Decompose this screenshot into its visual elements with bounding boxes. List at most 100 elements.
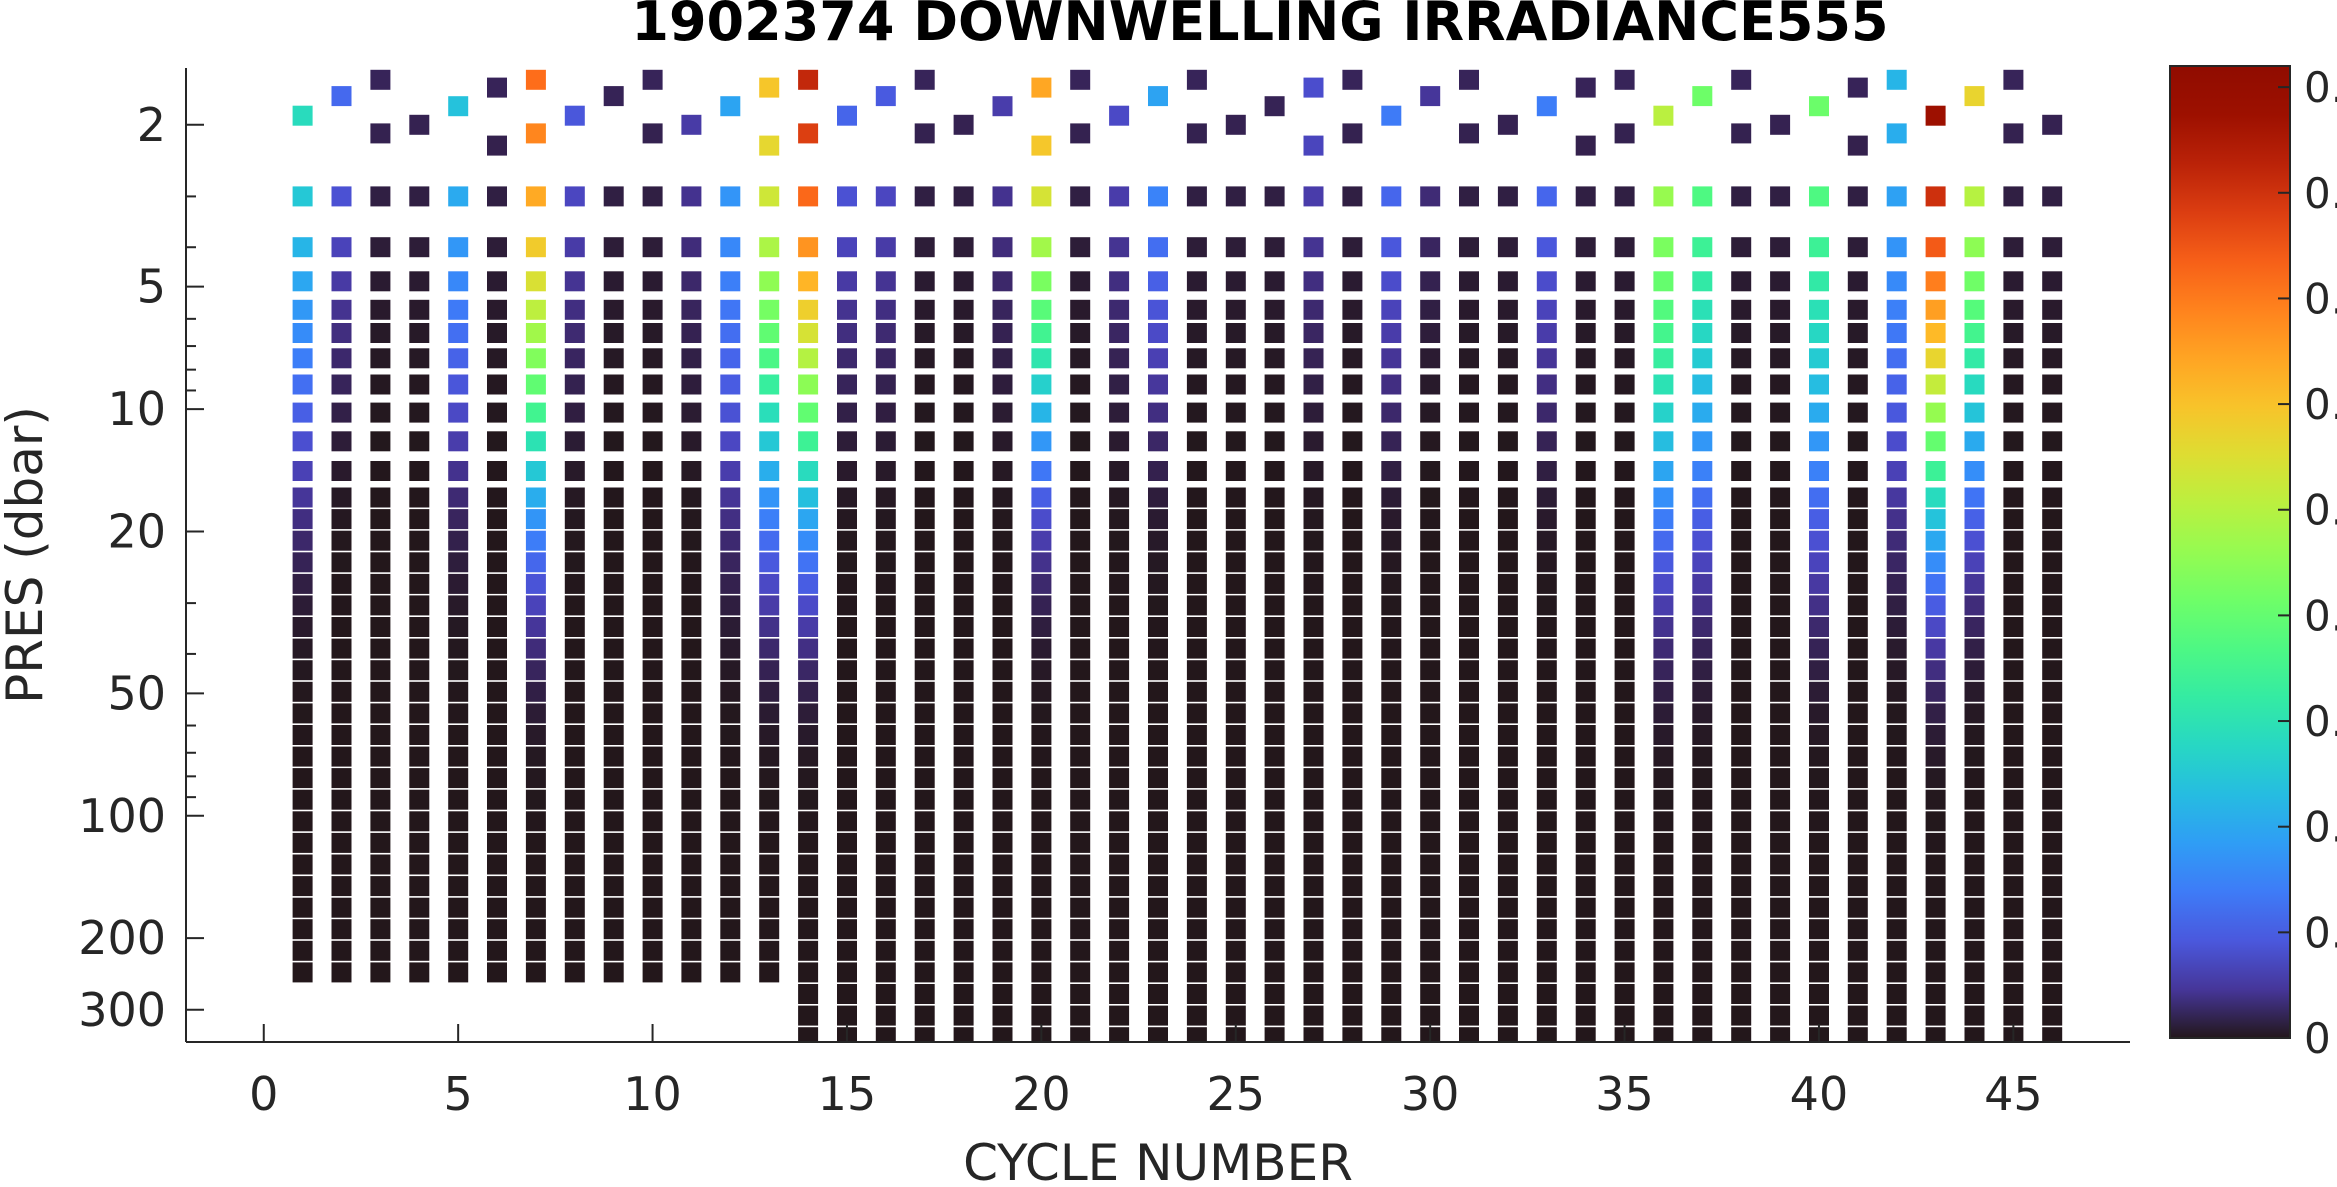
data-point xyxy=(1692,854,1713,875)
data-point xyxy=(953,962,974,983)
data-point xyxy=(1614,638,1635,659)
data-point xyxy=(720,374,741,395)
data-point xyxy=(2042,703,2063,724)
data-point xyxy=(1809,638,1829,659)
data-point xyxy=(1536,348,1557,369)
data-point xyxy=(1614,789,1635,810)
data-point xyxy=(1653,854,1674,875)
data-point xyxy=(525,725,546,745)
data-point xyxy=(1692,348,1713,369)
data-point xyxy=(1536,487,1557,508)
data-point xyxy=(1964,681,1985,702)
data-point xyxy=(1264,530,1285,551)
data-point xyxy=(1420,402,1441,423)
data-point xyxy=(1186,237,1207,258)
data-point xyxy=(992,962,1013,983)
data-point xyxy=(875,487,896,508)
data-point xyxy=(1731,402,1752,423)
data-point xyxy=(992,323,1013,343)
data-point xyxy=(1497,768,1518,789)
data-point xyxy=(1381,876,1402,897)
data-point xyxy=(564,487,585,508)
data-point xyxy=(642,69,663,90)
data-point xyxy=(409,681,430,702)
data-point xyxy=(992,530,1013,551)
data-point xyxy=(448,487,469,508)
data-point xyxy=(1575,237,1596,258)
data-point xyxy=(1731,530,1752,551)
data-point xyxy=(1264,768,1285,789)
data-point xyxy=(1342,681,1363,702)
data-point xyxy=(1381,402,1402,423)
colorbar-tick-label: 0.9 xyxy=(2304,63,2337,112)
data-point xyxy=(1653,962,1674,983)
data-point xyxy=(1225,746,1246,767)
data-point xyxy=(1381,681,1402,702)
data-point xyxy=(681,854,702,875)
data-point xyxy=(292,638,313,659)
data-point xyxy=(914,323,935,343)
data-point xyxy=(1420,552,1441,573)
data-point xyxy=(1342,595,1363,616)
data-point xyxy=(875,461,896,481)
data-point xyxy=(525,348,546,369)
data-point xyxy=(1109,746,1130,767)
data-point xyxy=(1148,962,1168,983)
data-point xyxy=(1225,617,1246,637)
data-point xyxy=(837,1005,857,1026)
data-point xyxy=(370,595,391,616)
data-point xyxy=(1031,402,1052,423)
data-point xyxy=(914,940,935,961)
data-point xyxy=(1225,962,1246,983)
data-point xyxy=(1847,725,1868,745)
data-point xyxy=(1148,374,1168,395)
data-point xyxy=(525,854,546,875)
data-point xyxy=(1342,1049,1362,1069)
data-point xyxy=(1692,595,1713,616)
data-point xyxy=(1031,1049,1051,1069)
data-point xyxy=(1031,617,1052,637)
data-point xyxy=(331,509,352,530)
data-point xyxy=(1614,1005,1635,1026)
data-point xyxy=(1381,617,1402,637)
data-point xyxy=(1303,1005,1324,1026)
data-point xyxy=(1809,530,1829,551)
data-point xyxy=(875,431,896,452)
data-point xyxy=(525,789,546,810)
data-point xyxy=(564,552,585,573)
data-point xyxy=(1459,789,1479,810)
data-point xyxy=(1303,595,1324,616)
data-point xyxy=(953,876,974,897)
data-point xyxy=(1536,237,1557,258)
data-point xyxy=(1886,638,1907,659)
data-point xyxy=(953,431,974,452)
data-point xyxy=(1886,323,1907,343)
data-point xyxy=(681,487,702,508)
data-point xyxy=(409,811,430,832)
data-point xyxy=(409,487,430,508)
data-point xyxy=(992,271,1013,292)
data-point xyxy=(409,897,430,918)
data-point xyxy=(798,919,819,940)
data-point xyxy=(1381,919,1402,940)
data-point xyxy=(487,703,507,724)
x-tick-label: 5 xyxy=(444,1067,473,1121)
data-point xyxy=(564,660,585,681)
data-point xyxy=(370,962,391,983)
data-point xyxy=(1420,487,1441,508)
data-point xyxy=(1420,832,1441,853)
data-point xyxy=(1964,725,1985,745)
data-point xyxy=(759,854,780,875)
data-point xyxy=(1770,595,1791,616)
data-point xyxy=(1186,348,1207,369)
data-point xyxy=(875,374,896,395)
data-point xyxy=(1847,962,1868,983)
data-point xyxy=(1847,552,1868,573)
data-point xyxy=(875,984,896,1004)
data-point xyxy=(564,725,585,745)
data-point xyxy=(1342,660,1363,681)
data-point xyxy=(370,811,391,832)
data-point xyxy=(1070,703,1091,724)
data-point xyxy=(914,123,935,144)
data-point xyxy=(1925,461,1946,481)
